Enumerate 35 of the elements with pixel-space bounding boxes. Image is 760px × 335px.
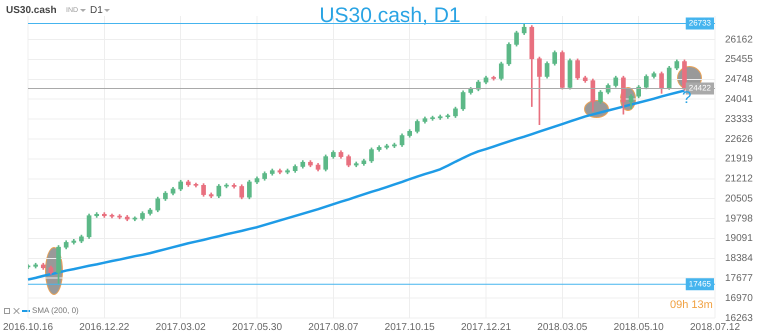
x-tick-label: 2016.12.22 — [79, 322, 130, 333]
y-tick-label: 23333 — [725, 114, 754, 125]
x-tick-label: 2016.10.16 — [2, 322, 54, 333]
chart-title: US30.cash, D1 — [319, 4, 461, 28]
x-tick-label: 2017.03.02 — [156, 322, 206, 333]
annotation: D1 — [90, 5, 103, 16]
x-tick-label: 2017.10.15 — [384, 322, 436, 333]
ref-line-label: 24422 — [688, 84, 712, 93]
ref-line-label: 17465 — [688, 279, 712, 288]
y-tick-label: 24748 — [725, 74, 754, 86]
y-tick-label: 25455 — [725, 54, 754, 66]
y-tick-label: 24041 — [725, 94, 754, 105]
annotation: 09h 13m — [670, 299, 713, 311]
x-tick-label: 2018.03.05 — [537, 322, 588, 333]
y-tick-label: 20505 — [725, 193, 754, 204]
ref-line-label: 26733 — [688, 18, 712, 28]
x-tick-label: 2017.08.07 — [308, 322, 359, 333]
x-tick-label: 2018.05.10 — [614, 322, 664, 333]
y-tick-label: 21919 — [725, 154, 754, 165]
y-tick-label: 19091 — [725, 233, 754, 244]
y-tick-label: 22626 — [725, 134, 754, 145]
annotation: US30.cash — [6, 5, 57, 16]
candlestick — [194, 182, 198, 188]
y-tick-label: 16970 — [725, 292, 754, 304]
y-tick-label: 19798 — [725, 213, 754, 224]
x-tick-label: 2017.12.21 — [460, 322, 512, 333]
y-tick-label: 16263 — [725, 312, 754, 324]
y-tick-label: 18384 — [725, 253, 754, 264]
x-tick-label: 2018.07.12 — [690, 322, 740, 333]
x-tick-label: 2017.05.30 — [232, 322, 282, 333]
y-tick-label: 26162 — [725, 34, 754, 46]
legend-label: SMA (200, 0) — [32, 306, 79, 315]
y-tick-label: 21212 — [725, 174, 754, 185]
candlestick — [110, 214, 114, 218]
y-tick-label: 17677 — [725, 272, 754, 284]
